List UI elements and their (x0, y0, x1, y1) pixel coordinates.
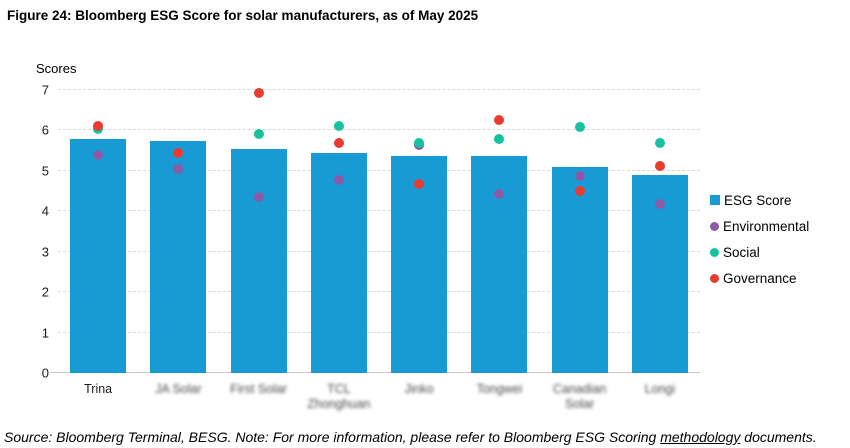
series-layer: Trina JA Solar First Solar TCL Zhonghuan Jin… (58, 88, 700, 411)
source-note: Source: Bloomberg Terminal, BESG. Note: … (4, 429, 817, 445)
social-swatch (710, 247, 719, 257)
gridline (58, 89, 700, 90)
governance-point (173, 147, 184, 158)
esg-score-bar (230, 148, 287, 373)
category-slot: Longi (620, 90, 700, 396)
esg-score-bar (551, 166, 608, 373)
x-axis-label: Trina (84, 382, 113, 396)
legend-label-governance: Governance (723, 270, 797, 286)
social-point (494, 133, 505, 144)
legend-label-esg-score: ESG Score (724, 192, 792, 208)
esg-score-bar (70, 139, 127, 373)
y-axis-title: Scores (36, 61, 77, 76)
esg-score-bar (150, 141, 207, 373)
x-axis-label: Tongwei (476, 382, 523, 396)
plot-area: 0 1 2 3 4 5 6 7 Trina JA Solar First Solar TCL Zhon… (42, 83, 700, 411)
environmental-point (654, 199, 665, 210)
gridline (58, 210, 700, 212)
x-axis-line (50, 372, 700, 373)
legend-item-esg-score: ESG Score (710, 187, 809, 213)
gridline (58, 291, 700, 293)
x-axis-label: Canadian Solar (552, 382, 607, 411)
social-point (253, 129, 264, 140)
category-slot: Jinko (379, 90, 459, 396)
methodology-link[interactable]: methodology (660, 429, 741, 445)
x-axis-label: Jinko (404, 382, 434, 396)
social-point (333, 120, 344, 131)
x-axis-label: First Solar (230, 382, 288, 396)
environmental-point (574, 171, 585, 182)
y-axis-tick-label: 3 (41, 244, 49, 260)
esg-score-bar (310, 153, 367, 373)
y-axis-tick-label: 1 (41, 325, 49, 341)
source-note-suffix: documents. (740, 429, 817, 445)
legend-item-social: Social (710, 239, 809, 265)
governance-point (654, 161, 665, 172)
governance-point (333, 138, 344, 149)
y-axis-tick-label: 2 (41, 284, 49, 300)
y-axis-tick-label: 5 (41, 163, 49, 179)
environmental-point (173, 163, 184, 174)
social-point (654, 138, 665, 149)
legend-item-governance: Governance (710, 265, 809, 291)
environmental-point (494, 188, 505, 199)
environmental-swatch (710, 221, 719, 231)
gridline (58, 169, 700, 171)
legend-item-environmental: Environmental (710, 213, 809, 239)
governance-point (574, 186, 585, 197)
y-axis-tick-label: 0 (41, 365, 49, 381)
social-point (414, 137, 425, 148)
environmental-point (93, 149, 104, 160)
environmental-point (333, 174, 344, 185)
source-note-text: Source: Bloomberg Terminal, BESG. Note: … (4, 429, 661, 445)
category-slot: TCL Zhonghuan (299, 90, 379, 411)
category-slot: First Solar (219, 88, 299, 396)
legend-label-environmental: Environmental (723, 218, 810, 234)
category-slot: Canadian Solar (540, 90, 620, 411)
governance-point (253, 88, 264, 99)
category-slot: JA Solar (138, 90, 218, 396)
x-axis-label: Longi (644, 382, 676, 396)
x-axis-label: JA Solar (155, 382, 202, 396)
esg-score-bar (391, 155, 448, 373)
category-slot: Trina (58, 90, 138, 396)
gridline (58, 331, 700, 333)
esg-score-swatch (710, 195, 720, 205)
x-axis-label: TCL Zhonghuan (307, 382, 371, 411)
governance-point (494, 114, 505, 125)
y-axis-tick-label: 6 (41, 122, 49, 138)
governance-swatch (710, 273, 719, 283)
legend: ESG Score Environmental Social Governanc… (710, 187, 809, 291)
gridline (58, 129, 700, 131)
category-slot: Tongwei (459, 90, 539, 396)
legend-label-social: Social (723, 244, 760, 260)
environmental-point (253, 192, 264, 203)
y-axis-tick-label: 4 (41, 203, 49, 219)
figure-title: Figure 24: Bloomberg ESG Score for solar… (7, 8, 479, 23)
governance-point (414, 178, 425, 189)
gridline (58, 250, 700, 252)
governance-point (93, 121, 104, 132)
social-point (574, 122, 585, 133)
y-axis-tick-label: 7 (41, 82, 49, 98)
